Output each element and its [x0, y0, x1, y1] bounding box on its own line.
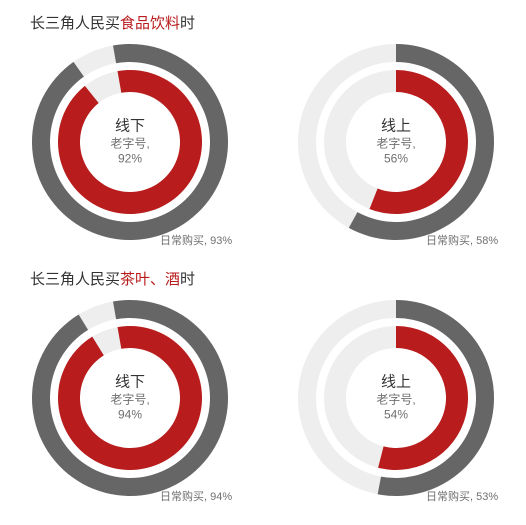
- chart-center-label: 线上老字号,54%: [376, 373, 415, 424]
- center-line2: 老字号,: [376, 392, 415, 408]
- donut-chart: 线上老字号,56%: [296, 42, 496, 242]
- chart-caption: 日常购买, 53%: [426, 488, 498, 504]
- title-suffix: 时: [180, 271, 195, 288]
- chart-caption: 日常购买, 58%: [426, 232, 498, 248]
- center-line2: 老字号,: [110, 392, 149, 408]
- center-line3: 54%: [376, 408, 415, 424]
- center-line3: 92%: [110, 152, 149, 168]
- title-prefix: 长三角人民买: [30, 271, 120, 288]
- chart-caption: 日常购买, 94%: [160, 488, 232, 504]
- donut-chart: 线下老字号,94%: [30, 298, 230, 498]
- title-prefix: 长三角人民买: [30, 15, 120, 32]
- section-title: 长三角人民买食品饮料时: [30, 12, 195, 33]
- title-highlight: 食品饮料: [120, 15, 180, 32]
- center-line1: 线上: [376, 117, 415, 137]
- center-line2: 老字号,: [376, 136, 415, 152]
- chart-center-label: 线下老字号,92%: [110, 117, 149, 168]
- donut-chart: 线下老字号,92%: [30, 42, 230, 242]
- chart-center-label: 线下老字号,94%: [110, 373, 149, 424]
- center-line1: 线上: [376, 373, 415, 393]
- center-line1: 线下: [110, 373, 149, 393]
- section-title: 长三角人民买茶叶、酒时: [30, 268, 195, 289]
- center-line1: 线下: [110, 117, 149, 137]
- title-highlight: 茶叶、酒: [120, 271, 180, 288]
- chart-center-label: 线上老字号,56%: [376, 117, 415, 168]
- center-line3: 56%: [376, 152, 415, 168]
- donut-chart: 线上老字号,54%: [296, 298, 496, 498]
- chart-caption: 日常购买, 93%: [160, 232, 232, 248]
- center-line3: 94%: [110, 408, 149, 424]
- title-suffix: 时: [180, 15, 195, 32]
- center-line2: 老字号,: [110, 136, 149, 152]
